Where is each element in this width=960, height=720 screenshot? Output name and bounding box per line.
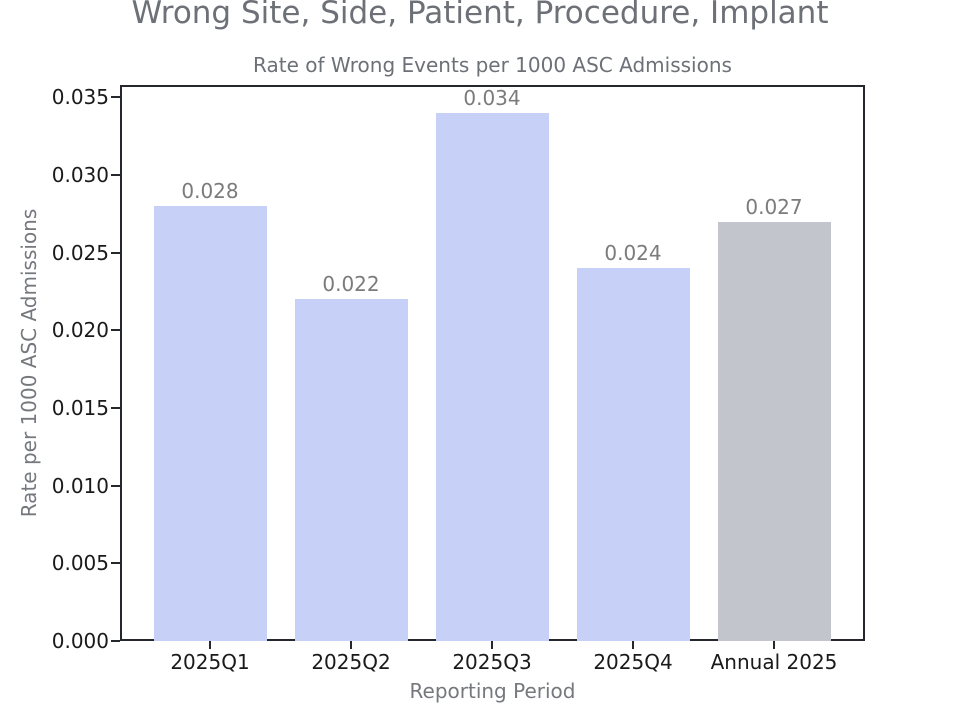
y-tick-mark — [111, 407, 120, 410]
bar-value-label: 0.028 — [181, 179, 239, 204]
bar-2025q3 — [435, 112, 549, 641]
x-tick-label: 2025Q1 — [170, 650, 250, 674]
y-tick-mark — [111, 562, 120, 565]
x-tick-label: 2025Q2 — [311, 650, 391, 674]
x-tick-mark — [632, 641, 634, 649]
bar-value-label: 0.024 — [604, 241, 662, 266]
y-axis-label: Rate per 1000 ASC Admissions — [17, 208, 41, 518]
y-tick-mark — [111, 96, 120, 99]
x-tick-mark — [209, 641, 211, 649]
y-tick-label: 0.010 — [51, 473, 109, 498]
bar-2025q1 — [153, 206, 267, 641]
x-tick-mark — [773, 641, 775, 649]
bar-2025q2 — [294, 299, 408, 641]
y-tick-label: 0.005 — [51, 551, 109, 576]
x-axis-label: Reporting Period — [409, 679, 576, 703]
x-tick-label: 2025Q3 — [452, 650, 532, 674]
x-tick-label: Annual 2025 — [710, 650, 838, 674]
y-tick-mark — [111, 484, 120, 487]
y-tick-label: 0.000 — [51, 629, 109, 653]
bar-value-label: 0.027 — [745, 194, 803, 219]
y-tick-label: 0.035 — [51, 85, 109, 110]
x-tick-mark — [350, 641, 352, 649]
bar-value-label: 0.022 — [322, 272, 380, 297]
y-tick-label: 0.020 — [51, 318, 109, 343]
y-tick-label: 0.030 — [51, 163, 109, 188]
y-tick-label: 0.015 — [51, 396, 109, 421]
bar-value-label: 0.034 — [463, 85, 521, 110]
x-tick-mark — [491, 641, 493, 649]
y-tick-mark — [111, 251, 120, 254]
bar-annual-2025 — [717, 221, 831, 641]
y-tick-mark — [111, 329, 120, 332]
y-tick-mark — [111, 640, 120, 642]
chart-title: Rate of Wrong Events per 1000 ASC Admiss… — [253, 53, 732, 77]
page-title: Wrong Site, Side, Patient, Procedure, Im… — [131, 0, 829, 31]
plot-area: Reporting Period 0.000 0.005 0.010 0.015 0.0… — [52, 85, 865, 703]
bar-2025q4 — [576, 268, 690, 641]
y-tick-mark — [111, 174, 120, 177]
y-tick-label: 0.025 — [51, 240, 109, 265]
x-tick-label: 2025Q4 — [593, 650, 673, 674]
